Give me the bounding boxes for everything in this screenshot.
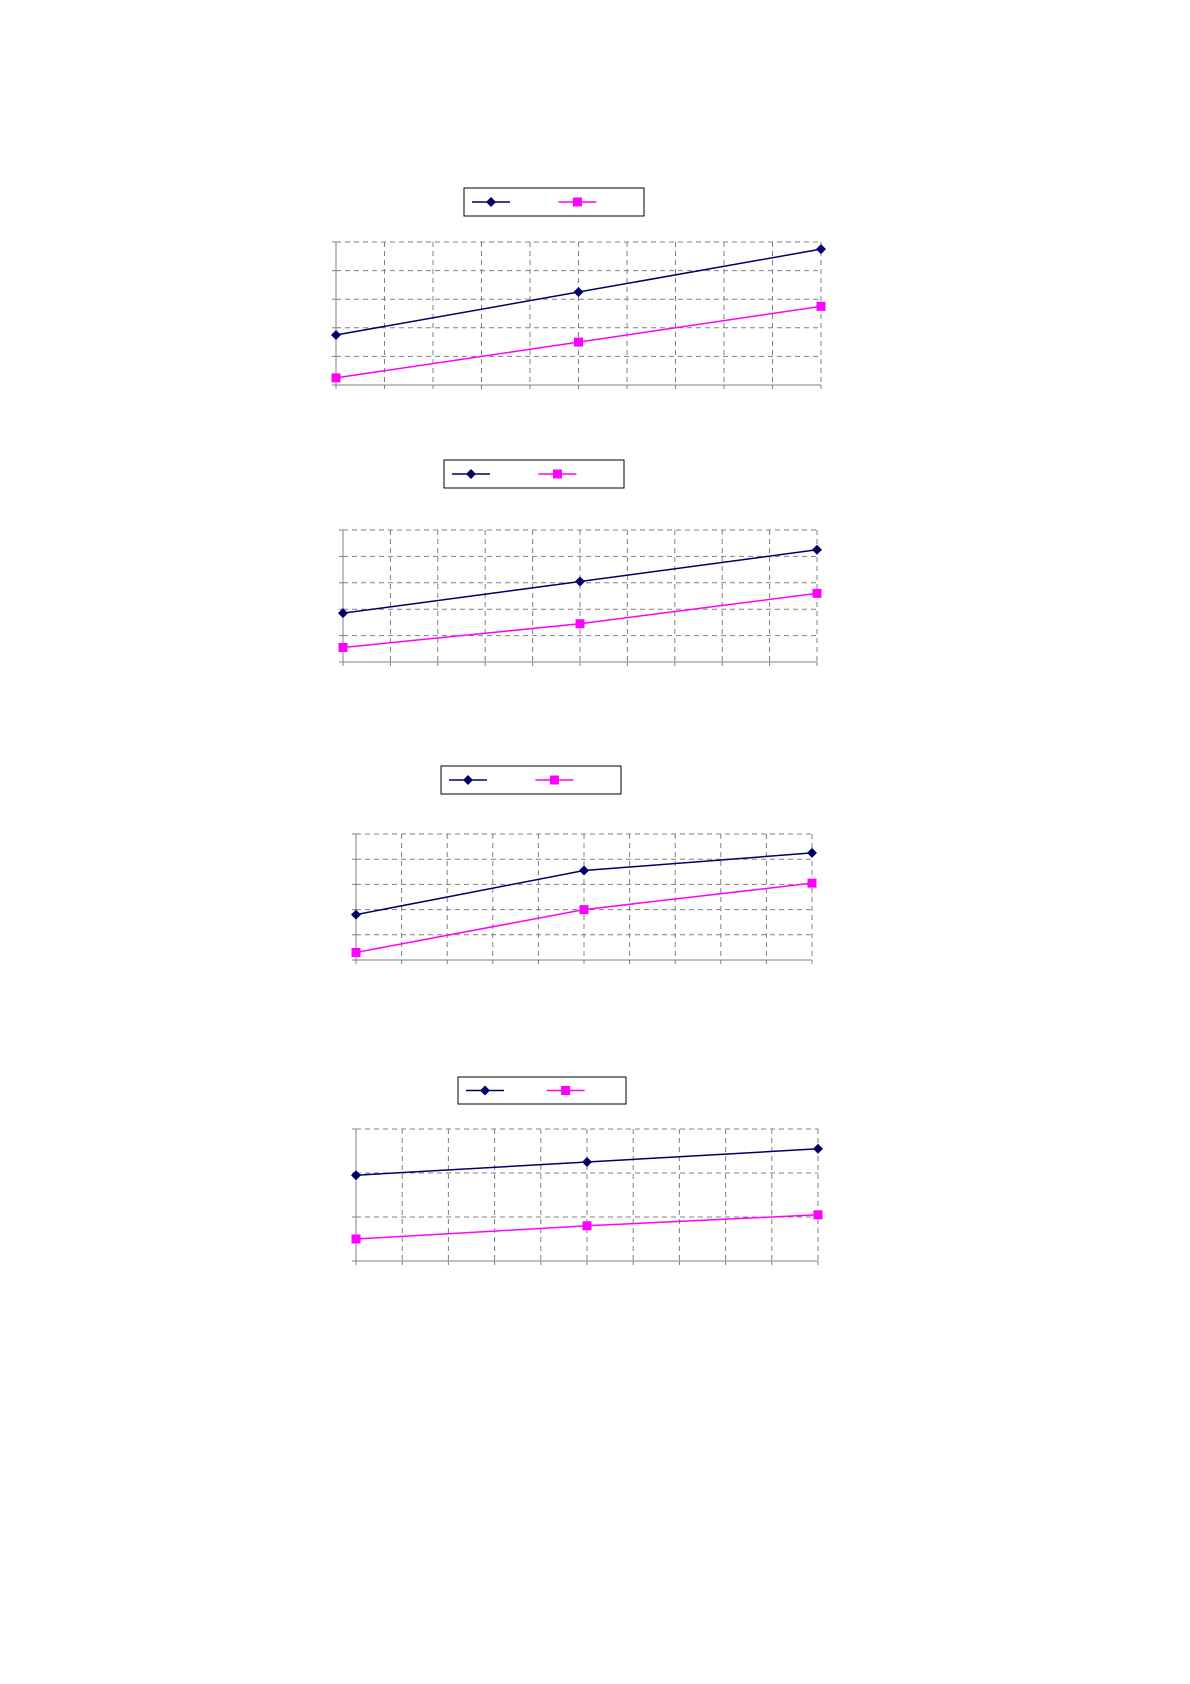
- legend-series-2-marker: [572, 197, 582, 207]
- series-2-point: [582, 1221, 592, 1231]
- legend-series-2-marker: [552, 469, 562, 479]
- series-2-point: [812, 588, 822, 598]
- series-1-point: [351, 1170, 361, 1181]
- series-1-point: [813, 1143, 823, 1154]
- series-1-point: [338, 608, 348, 619]
- chart-3: [351, 765, 817, 964]
- series-1-point: [579, 865, 589, 876]
- series-2-point: [579, 905, 589, 915]
- series-1-point: [816, 244, 826, 255]
- grid-lines: [356, 1128, 819, 1261]
- series-1-point: [812, 544, 822, 555]
- series-1-point: [575, 576, 585, 587]
- series-2-point: [338, 642, 348, 652]
- chart-2: [338, 459, 822, 666]
- grid-lines: [343, 529, 818, 662]
- series-1-point: [582, 1157, 592, 1167]
- series-2-point: [351, 1234, 361, 1244]
- legend-series-2-marker: [561, 1086, 571, 1095]
- series-1-point: [351, 909, 361, 920]
- legend-series-1-marker: [486, 197, 496, 207]
- series-2-point: [351, 947, 361, 957]
- legend-series-1-marker: [480, 1085, 490, 1096]
- grid-lines: [356, 833, 813, 960]
- series-2-point: [813, 1210, 823, 1220]
- series-1-point: [331, 329, 341, 340]
- chart-4: [351, 1076, 823, 1265]
- chart-1: [331, 187, 826, 389]
- series-2-point: [816, 301, 826, 311]
- series-1-point: [807, 847, 817, 858]
- legend-series-2-marker: [549, 775, 559, 785]
- series-1-point: [573, 287, 584, 298]
- grid-lines: [336, 241, 822, 385]
- series-2-point: [574, 337, 583, 347]
- series-2-point: [575, 619, 585, 629]
- legend-series-1-marker: [463, 775, 473, 785]
- legend-series-1-marker: [466, 469, 476, 479]
- series-2-point: [331, 373, 341, 383]
- legend-box: [440, 765, 622, 795]
- series-2-point: [807, 878, 817, 888]
